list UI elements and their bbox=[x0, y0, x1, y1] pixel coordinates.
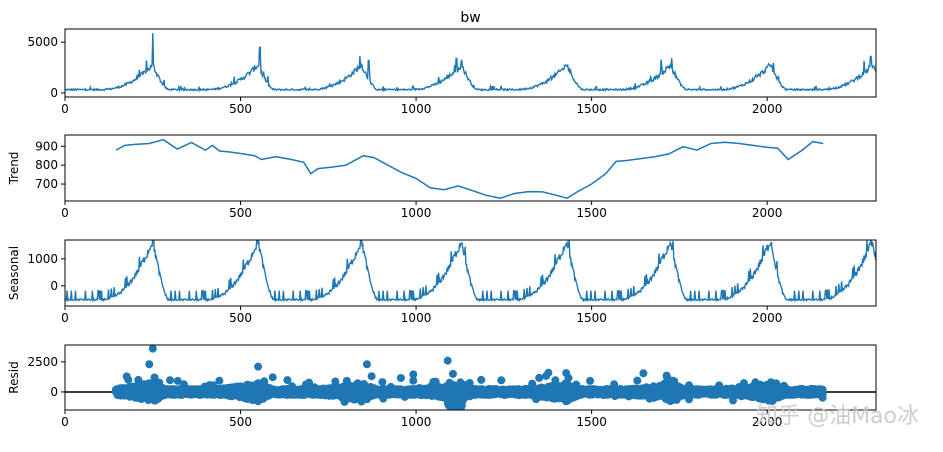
resid-point bbox=[150, 373, 159, 382]
y-tick-label: 800 bbox=[35, 158, 58, 172]
plot-area-1 bbox=[65, 33, 876, 93]
x-tick-label: 1000 bbox=[401, 415, 432, 429]
subplot-3: 0 500 1000 1500 2000 0 1000 Seasonal bbox=[7, 239, 877, 325]
x-tick-label: 1000 bbox=[401, 206, 432, 220]
resid-point bbox=[409, 370, 418, 379]
resid-point bbox=[477, 375, 486, 384]
axes-frame-4 bbox=[64, 344, 877, 411]
resid-point bbox=[268, 373, 277, 382]
y-axis-label: Trend bbox=[7, 152, 21, 186]
resid-point bbox=[215, 376, 224, 385]
trend-line bbox=[115, 138, 824, 200]
subplot-4: 0 500 1000 1500 2000 0 2500 Resid bbox=[7, 344, 877, 429]
resid-point bbox=[173, 376, 182, 385]
resid-point bbox=[166, 376, 174, 385]
x-tick-label: 500 bbox=[229, 102, 252, 116]
plot-area-2 bbox=[115, 138, 824, 200]
y-tick-label: 0 bbox=[50, 86, 58, 100]
bw-series-line bbox=[65, 33, 876, 93]
resid-point bbox=[254, 362, 263, 371]
resid-point bbox=[551, 376, 560, 385]
x-tick-label: 0 bbox=[61, 102, 69, 116]
resid-point bbox=[378, 378, 387, 387]
resid-point bbox=[544, 368, 553, 377]
y-tick-label: 2500 bbox=[27, 355, 58, 369]
resid-point bbox=[124, 375, 133, 384]
axes-frame-1 bbox=[64, 28, 877, 98]
y-axis-label: Seasonal bbox=[7, 246, 21, 300]
subplot-2: 0 500 1000 1500 2000 700 800 900 Trend bbox=[7, 134, 877, 220]
resid-point bbox=[818, 390, 827, 399]
resid-point bbox=[148, 345, 157, 353]
plot-area-4 bbox=[65, 345, 876, 410]
x-tick-label: 1000 bbox=[401, 102, 432, 116]
y-tick-label: 700 bbox=[35, 177, 58, 191]
watermark: 知乎 @油Mao冰 bbox=[756, 404, 919, 429]
x-tick-label: 500 bbox=[229, 311, 252, 325]
resid-point bbox=[145, 360, 154, 369]
x-tick-label: 2000 bbox=[752, 206, 783, 220]
resid-point bbox=[663, 373, 672, 382]
resid-points bbox=[111, 345, 827, 410]
x-tick-label: 1000 bbox=[401, 311, 432, 325]
x-tick-label: 500 bbox=[229, 206, 252, 220]
chart-title: bw bbox=[460, 10, 480, 26]
y-tick-label: 0 bbox=[50, 279, 58, 293]
y-tick-label: 1000 bbox=[27, 252, 58, 266]
resid-point bbox=[283, 376, 292, 385]
x-tick-label: 0 bbox=[61, 415, 69, 429]
y-tick-label: 5000 bbox=[27, 35, 58, 49]
resid-point bbox=[564, 374, 573, 383]
resid-point bbox=[639, 369, 648, 378]
x-tick-label: 1500 bbox=[576, 311, 607, 325]
resid-point bbox=[362, 360, 371, 369]
axes-frame-3 bbox=[64, 239, 877, 307]
seasonal-line bbox=[65, 240, 876, 303]
resid-point bbox=[396, 374, 405, 382]
x-tick-label: 0 bbox=[61, 206, 69, 220]
y-tick-label: 900 bbox=[35, 139, 58, 153]
plot-area-3 bbox=[65, 240, 876, 303]
x-tick-label: 2000 bbox=[752, 311, 783, 325]
resid-point bbox=[586, 376, 595, 385]
resid-point bbox=[633, 376, 642, 385]
resid-point bbox=[409, 376, 418, 385]
x-tick-label: 0 bbox=[61, 311, 69, 325]
resid-point bbox=[331, 377, 340, 386]
x-tick-label: 2000 bbox=[752, 102, 783, 116]
y-axis-label: Resid bbox=[7, 361, 21, 393]
y-tick-label: 0 bbox=[50, 385, 58, 399]
resid-point bbox=[729, 396, 737, 405]
x-tick-label: 1500 bbox=[576, 102, 607, 116]
resid-point bbox=[535, 373, 544, 382]
x-tick-label: 500 bbox=[229, 415, 252, 429]
x-tick-label: 1500 bbox=[576, 415, 607, 429]
resid-point bbox=[367, 372, 376, 381]
resid-point bbox=[448, 369, 457, 378]
resid-point bbox=[305, 378, 313, 387]
axes-frame-2 bbox=[64, 134, 877, 202]
x-tick-label: 1500 bbox=[576, 206, 607, 220]
subplot-1: 0 500 1000 1500 2000 0 5000 bw bbox=[27, 10, 877, 116]
x-tick-label: 2000 bbox=[752, 415, 783, 429]
resid-point bbox=[497, 376, 506, 385]
resid-point bbox=[443, 356, 452, 365]
